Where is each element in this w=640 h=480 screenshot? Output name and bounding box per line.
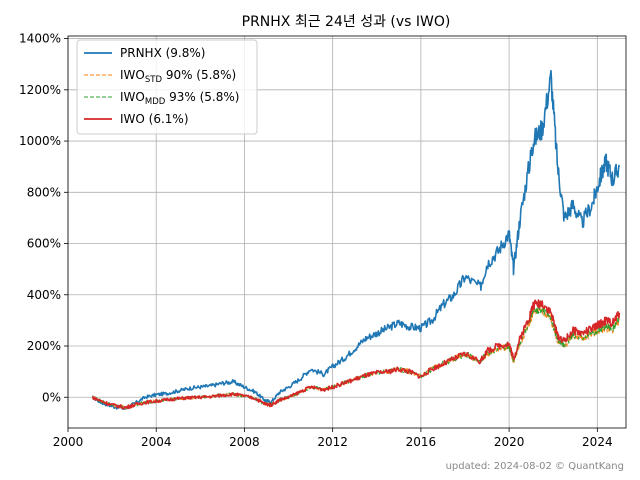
y-tick-label: 1000% [19,134,61,148]
legend-box [76,39,258,135]
x-tick-label: 2008 [229,435,260,449]
y-tick-label: 200% [27,339,61,353]
series-lines [91,69,621,411]
legend-label-3: IWOMDD 93% (5.8%) [120,90,239,107]
y-tick-label: 800% [27,185,61,199]
legend-label-2: IWOSTD 90% (5.8%) [120,68,236,85]
x-tick-label: 2012 [317,435,348,449]
y-axis: 0% 200% 400% 600% 800% 1000% 1200% 1400% [19,32,68,404]
x-tick-label: 2024 [582,435,613,449]
x-tick-label: 2004 [141,435,172,449]
legend: PRNHX (9.8%) IWOSTD 90% (5.8%) IWOMDD 93% … [76,39,258,135]
footer-credit: updated: 2024-08-02 © QuantKang [446,461,624,472]
plot-area-frame [67,35,627,429]
y-tick-label: 600% [27,237,61,251]
x-tick-label: 2000 [53,435,84,449]
series-line-4 [92,299,621,410]
legend-label-4: IWO (6.1%) [120,112,189,126]
x-axis: 2000 2004 2008 2012 2016 2020 2024 [53,428,613,449]
y-tick-label: 400% [27,288,61,302]
x-tick-label: 2016 [406,435,437,449]
y-tick-label: 0% [42,390,61,404]
y-tick-label: 1400% [19,32,61,46]
series-line-1 [92,69,621,411]
chart-title: PRNHX 최근 24년 성과 (vs IWO) [242,14,451,30]
x-tick-label: 2020 [494,435,525,449]
y-tick-label: 1200% [19,83,61,97]
legend-label-1: PRNHX (9.8%) [120,46,205,60]
